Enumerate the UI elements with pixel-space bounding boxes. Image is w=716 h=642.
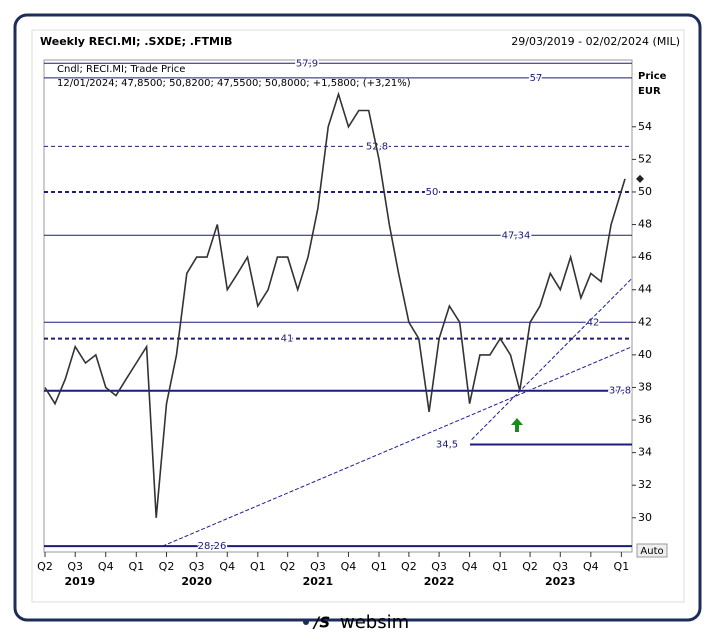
- x-tick-label: Q4: [583, 560, 599, 573]
- y-tick-label: 52: [638, 152, 652, 165]
- y-tick-label: 36: [638, 413, 652, 426]
- y-tick-label: 48: [638, 218, 652, 231]
- y-tick-label: 34: [638, 446, 652, 459]
- x-tick-label: Q4: [219, 560, 235, 573]
- trendline: [471, 277, 633, 440]
- y-tick-label: 30: [638, 511, 652, 524]
- level-label: 28,26: [198, 541, 227, 552]
- x-tick-label: Q4: [98, 560, 114, 573]
- x-tick-label: Q2: [280, 560, 296, 573]
- x-tick-label: Q3: [431, 560, 447, 573]
- x-tick-label: Q1: [250, 560, 266, 573]
- y-tick-label: 50: [638, 185, 652, 198]
- footer: websim: [340, 612, 409, 633]
- scale-button[interactable]: [636, 543, 668, 558]
- x-tick-label: Q2: [401, 560, 417, 573]
- x-tick-label: Q1: [371, 560, 387, 573]
- date-range: 29/03/2019 - 02/02/2024 (MIL): [511, 35, 680, 48]
- arrow-icon: [511, 418, 523, 432]
- price-line: [44, 91, 626, 518]
- logo: /S websim: [303, 612, 409, 633]
- plot-area: [43, 59, 633, 553]
- y-tick-label: 42: [638, 315, 652, 328]
- year-label: 2023: [545, 575, 576, 588]
- logo-mark: /S: [312, 614, 330, 632]
- level-label: 57,9: [296, 58, 318, 69]
- x-tick-label: Q2: [37, 560, 53, 573]
- year-label: 2022: [424, 575, 455, 588]
- x-tick-label: Q4: [462, 560, 478, 573]
- level-label: 47,34: [502, 230, 531, 241]
- level-label: 37,8: [609, 386, 631, 397]
- x-tick-label: Q3: [67, 560, 83, 573]
- chart-title: Weekly RECI.MI; .SXDE; .FTMIB: [40, 35, 232, 48]
- x-tick-label: Q1: [128, 560, 144, 573]
- trendline: [162, 346, 633, 547]
- y-tick-label: 32: [638, 478, 652, 491]
- x-tick-label: Q1: [492, 560, 508, 573]
- x-tick-label: Q2: [522, 560, 538, 573]
- x-tick-label: Q3: [552, 560, 568, 573]
- level-label: 57: [530, 73, 543, 84]
- x-tick-label: Q4: [341, 560, 357, 573]
- year-label: 2021: [303, 575, 334, 588]
- last-price-marker: [636, 174, 644, 183]
- y-tick-label: 38: [638, 380, 652, 393]
- y-tick-label: 44: [638, 283, 652, 296]
- level-label: 41: [281, 334, 294, 345]
- level-label: 42: [587, 317, 600, 328]
- legend-line: 12/01/2024; 47,8500; 50,8200; 47,5500; 5…: [57, 78, 411, 89]
- y-tick-label: 46: [638, 250, 652, 263]
- year-label: 2020: [181, 575, 212, 588]
- year-label: 2019: [65, 575, 96, 588]
- x-tick-label: Q1: [614, 560, 630, 573]
- y-tick-label: 40: [638, 348, 652, 361]
- scale-mode[interactable]: Auto: [640, 546, 663, 557]
- x-tick-label: Q3: [189, 560, 205, 573]
- legend-line: Cndl; RECI.MI; Trade Price: [57, 64, 185, 75]
- x-tick-label: Q2: [159, 560, 175, 573]
- y-tick-label: 54: [638, 120, 652, 133]
- level-label: 50: [426, 187, 439, 198]
- level-label: 34,5: [436, 439, 458, 450]
- x-tick-label: Q3: [310, 560, 326, 573]
- y-axis-label: EUR: [638, 86, 661, 97]
- y-axis-label: Price: [638, 71, 667, 82]
